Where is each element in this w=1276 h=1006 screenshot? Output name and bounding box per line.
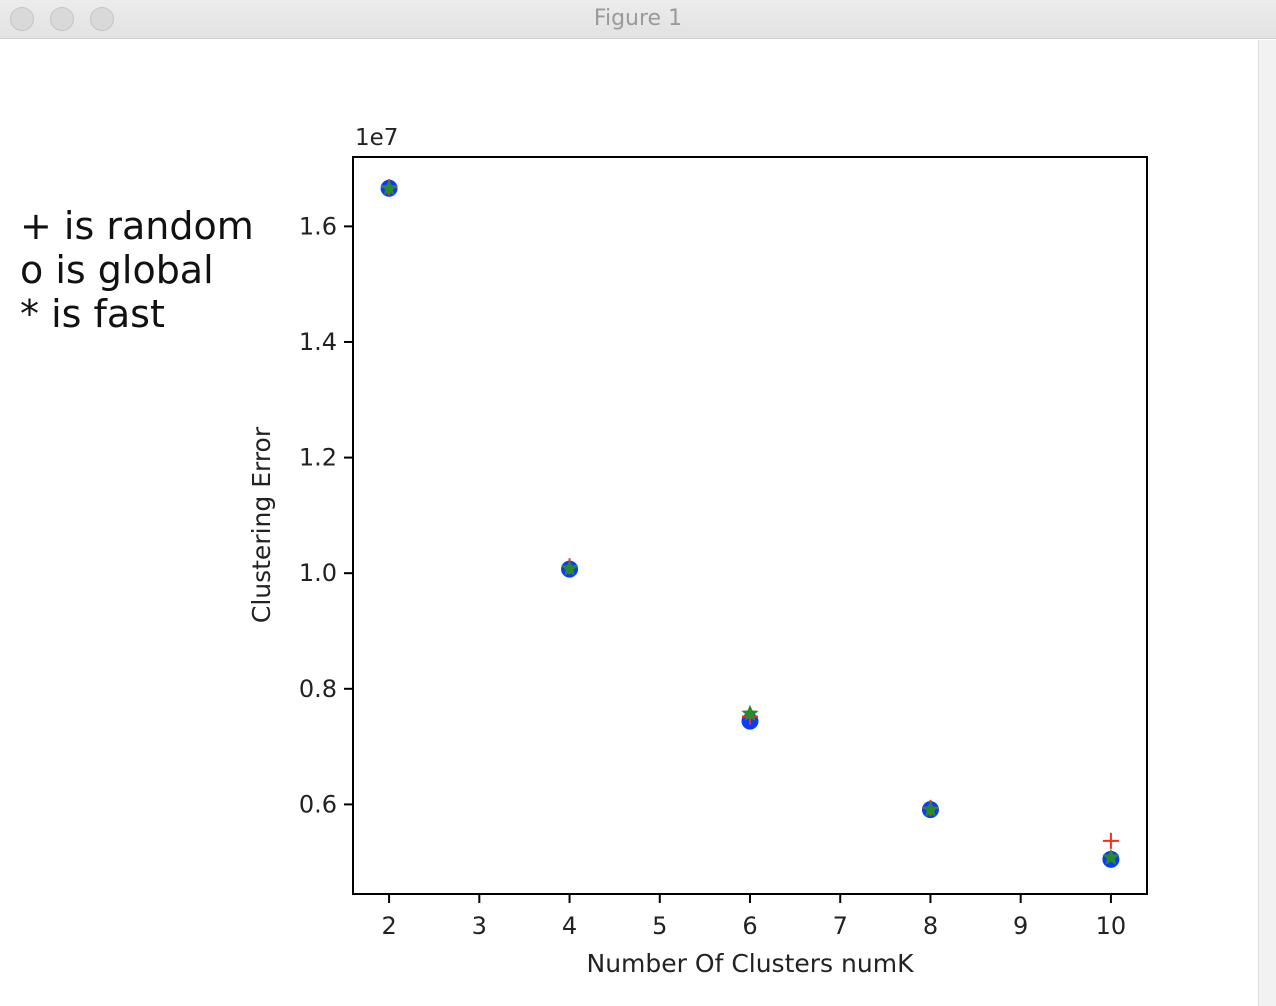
y-axis-label: Clustering Error	[247, 426, 276, 623]
random-point	[1102, 832, 1119, 849]
legend-line-global: o is global	[20, 248, 214, 292]
x-tick-label: 5	[652, 912, 667, 940]
y-offset-label: 1e7	[355, 125, 398, 151]
legend-line-fast: * is fast	[20, 292, 165, 336]
y-tick-label: 1.4	[299, 328, 337, 356]
x-tick-label: 8	[923, 912, 938, 940]
y-tick-label: 0.8	[299, 675, 337, 703]
fast-point	[380, 179, 398, 196]
marker-legend-text: + is random o is global * is fast	[20, 204, 254, 336]
y-tick-label: 1.2	[299, 444, 337, 472]
y-axis-ticks: 0.6 0.8 1.0 1.2 1.4 1.6	[299, 212, 353, 818]
window-right-edge	[1258, 40, 1276, 1006]
x-tick-label: 9	[1013, 912, 1028, 940]
y-tick-label: 0.6	[299, 790, 337, 818]
window-title: Figure 1	[593, 6, 683, 31]
fast-point	[561, 559, 579, 576]
fast-point	[921, 800, 939, 817]
x-tick-label: 7	[833, 912, 848, 940]
zoom-button[interactable]	[90, 7, 114, 31]
x-axis-ticks: 2 3 4 5 6 7 8 9 10	[381, 894, 1126, 940]
x-tick-label: 10	[1096, 912, 1127, 940]
x-axis-label: Number Of Clusters numK	[587, 949, 915, 978]
x-tick-label: 3	[472, 912, 487, 940]
minimize-button[interactable]	[50, 7, 74, 31]
x-tick-label: 2	[381, 912, 396, 940]
fast-point	[741, 704, 759, 721]
close-button[interactable]	[10, 7, 34, 31]
y-tick-label: 1.0	[299, 559, 337, 587]
x-tick-label: 4	[562, 912, 577, 940]
plot-area-frame	[352, 156, 1148, 895]
fast-point	[1102, 848, 1120, 865]
y-tick-label: 1.6	[299, 212, 337, 240]
legend-line-random: + is random	[20, 204, 254, 248]
x-tick-label: 6	[742, 912, 757, 940]
data-marks	[380, 179, 1120, 868]
window-titlebar: Figure 1	[0, 0, 1276, 39]
